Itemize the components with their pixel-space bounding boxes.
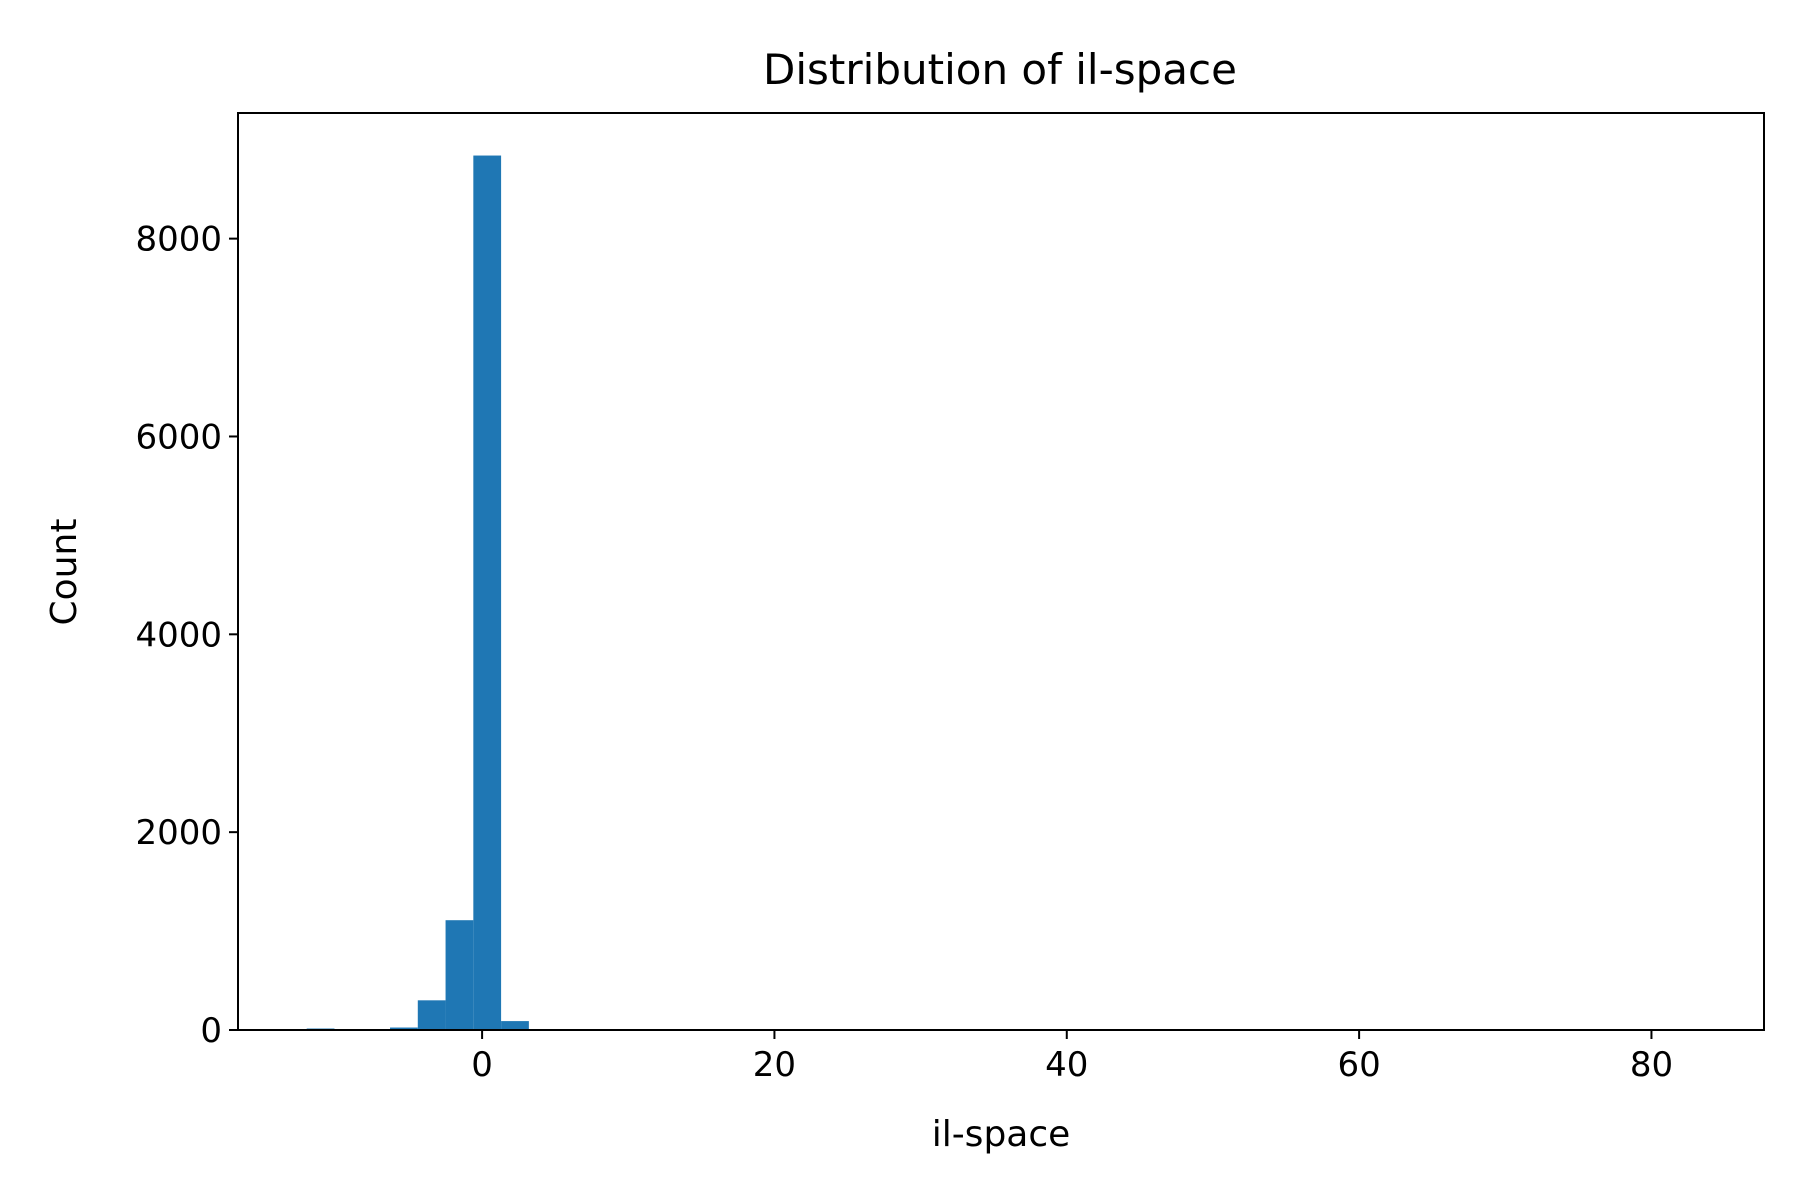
- histogram-bar-4: [417, 1000, 446, 1030]
- y-tick-label: 8000: [135, 220, 222, 260]
- chart-title: Distribution of il-space: [763, 45, 1237, 94]
- y-tick-label: 0: [200, 1011, 222, 1051]
- histogram-bar-5: [445, 920, 474, 1030]
- x-tick-label: 0: [471, 1045, 493, 1085]
- x-axis-ticks: 0 20 40 60 80: [471, 1030, 1673, 1085]
- x-axis-title: il-space: [932, 1114, 1071, 1155]
- y-tick-label: 4000: [135, 615, 222, 655]
- y-tick-label: 2000: [135, 813, 222, 853]
- y-tick-label: 6000: [135, 417, 222, 457]
- histogram-bar-6: [473, 155, 502, 1031]
- y-axis-ticks: 0 2000 4000 6000 8000: [135, 220, 238, 1051]
- histogram-bar-3: [390, 1027, 418, 1030]
- y-axis-title: Count: [44, 519, 85, 626]
- x-tick-label: 20: [753, 1045, 796, 1085]
- x-tick-label: 60: [1337, 1045, 1380, 1085]
- x-tick-label: 40: [1045, 1045, 1088, 1085]
- x-tick-label: 80: [1630, 1045, 1673, 1085]
- histogram-bars: [306, 155, 585, 1031]
- plot-area-frame: [237, 112, 1765, 1031]
- histogram-bar-7: [501, 1021, 529, 1030]
